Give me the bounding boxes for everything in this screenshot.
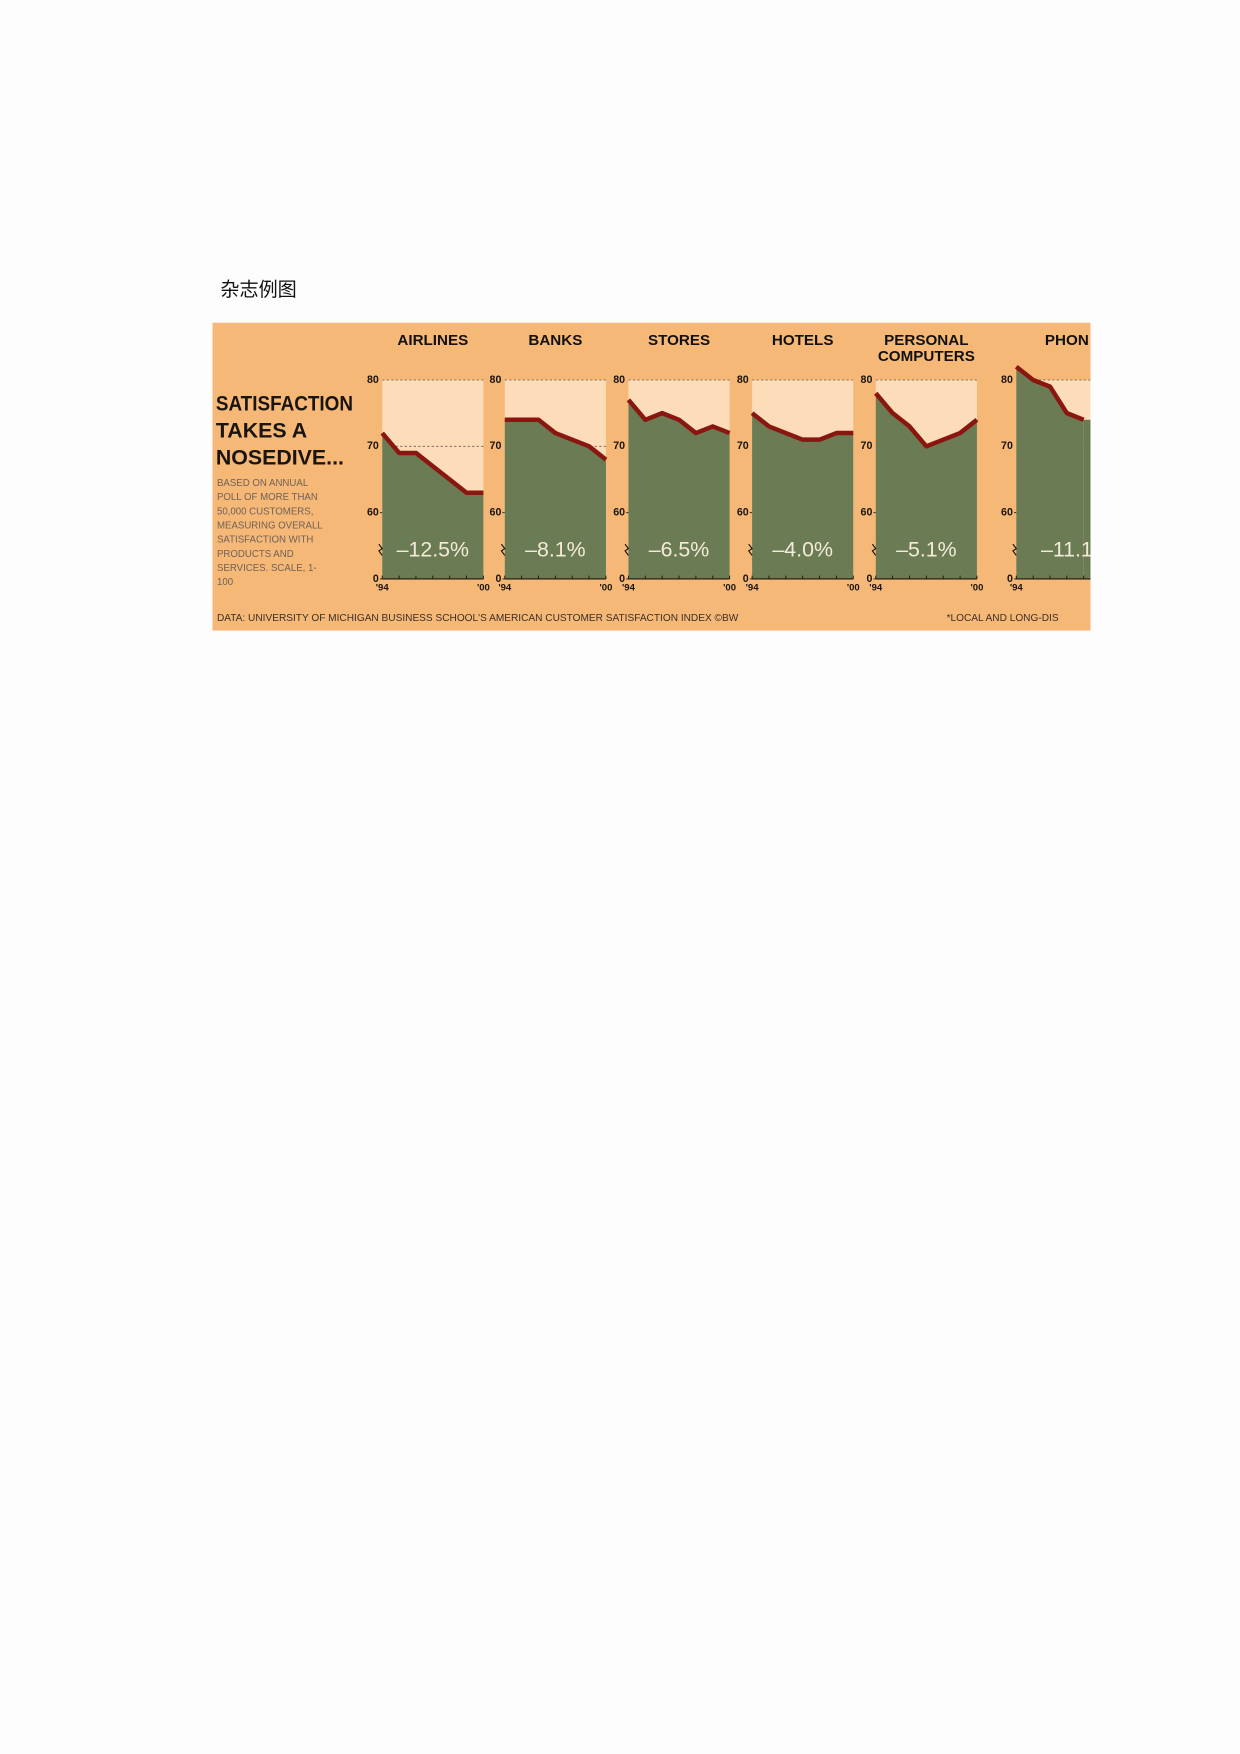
infographic: SATISFACTION TAKES A NOSEDIVE... BASED ON A… (212, 322, 1093, 631)
x-tick-label: '94 (869, 582, 883, 593)
subtitle: SERVICES. SCALE, 1- (217, 563, 317, 574)
panel-title: PERSONAL COMPUTERS (877, 332, 975, 365)
x-tick-label: '00 (847, 582, 860, 593)
subtitle: POLL OF MORE THAN (217, 492, 318, 503)
axis-break (500, 543, 506, 556)
x-tick-label: '94 (498, 582, 512, 593)
y-tick-label: 60 (613, 506, 625, 518)
x-tick-label: '94 (1010, 582, 1024, 593)
axis-break (378, 543, 384, 556)
y-tick-label: 60 (367, 506, 379, 518)
panel-title: STORES (647, 332, 711, 349)
line (504, 417, 608, 462)
x-tick-label: '94 (622, 582, 636, 593)
panel-title-box: PHON (1044, 332, 1089, 349)
x-tick-label: '94 (376, 582, 390, 593)
axis-break (871, 543, 877, 556)
subtitle: PRODUCTS AND (217, 549, 294, 560)
y-tick-label: 60 (737, 506, 749, 518)
panel-title-box: AIRLINES (397, 332, 469, 349)
change-label: –12.5% (397, 538, 469, 562)
y-tick-label: 70 (613, 440, 625, 452)
headline: NOSEDIVE... (216, 445, 344, 469)
axis-break (624, 543, 630, 556)
y-tick-label: 0 (373, 573, 379, 585)
headline: SATISFACTION (216, 391, 353, 415)
x-tick-label: '00 (600, 582, 613, 593)
area (382, 433, 484, 579)
x-tick-label: '00 (723, 582, 736, 593)
panel-title: HOTELS (771, 332, 834, 349)
y-tick-label: 70 (1001, 440, 1013, 452)
axis-break (747, 543, 753, 556)
panel-title: AIRLINES (397, 332, 469, 349)
y-tick-label: 0 (743, 573, 749, 585)
source: DATA: UNIVERSITY OF MICHIGAN BUSINESS SC… (217, 613, 739, 624)
panel-title-box: STORES (647, 332, 711, 349)
y-tick-label: 0 (866, 573, 872, 585)
subtitle: MEASURING OVERALL (217, 520, 323, 531)
x-tick-label: '00 (477, 582, 490, 593)
y-tick-label: 70 (490, 440, 502, 452)
subtitle: 50,000 CUSTOMERS, (217, 506, 313, 517)
subtitle: 100 (217, 577, 233, 588)
line (380, 431, 484, 495)
panel-title: PHON (1044, 332, 1089, 349)
y-tick-label: 0 (1007, 573, 1013, 585)
y-tick-label: 60 (490, 506, 502, 518)
change-label: –6.5% (649, 538, 710, 562)
line (874, 391, 979, 449)
y-tick-label: 0 (495, 573, 501, 585)
area (504, 419, 606, 579)
headline: TAKES A (216, 418, 307, 442)
y-tick-label: 80 (861, 374, 873, 386)
area (875, 393, 977, 579)
y-tick-label: 80 (613, 374, 625, 386)
line (750, 411, 854, 442)
panel-title-box: PERSONAL COMPUTERS (877, 332, 975, 365)
area (1016, 366, 1084, 579)
panel-title-box: BANKS (528, 332, 583, 349)
subtitle: BASED ON ANNUAL (217, 478, 309, 489)
y-tick-label: 70 (367, 440, 379, 452)
x-tick-label: '94 (746, 582, 760, 593)
x-tick-label: '00 (970, 582, 983, 593)
y-tick-label: 70 (737, 440, 749, 452)
y-tick-label: 70 (861, 440, 873, 452)
panel-title-box: HOTELS (771, 332, 834, 349)
area (752, 413, 854, 579)
footnote: *LOCAL AND LONG-DIS (947, 613, 1059, 624)
caption: 杂志例图 (220, 279, 296, 301)
y-tick-label: 80 (367, 374, 379, 386)
change-label: –11.1 (1041, 538, 1093, 562)
area (628, 399, 730, 579)
y-tick-label: 80 (490, 374, 502, 386)
area-extent (1083, 419, 1091, 579)
y-tick-label: 60 (1001, 506, 1013, 518)
change-label: –4.0% (772, 538, 833, 562)
change-label: –8.1% (525, 538, 586, 562)
panel-title: BANKS (528, 332, 583, 349)
axis-break (1012, 543, 1018, 556)
line (626, 398, 731, 436)
y-tick-label: 80 (1001, 374, 1013, 386)
change-label: –5.1% (896, 538, 957, 562)
line (1014, 364, 1085, 422)
y-tick-label: 80 (737, 374, 749, 386)
y-tick-label: 0 (619, 573, 625, 585)
subtitle: SATISFACTION WITH (217, 535, 313, 546)
y-tick-label: 60 (861, 506, 873, 518)
